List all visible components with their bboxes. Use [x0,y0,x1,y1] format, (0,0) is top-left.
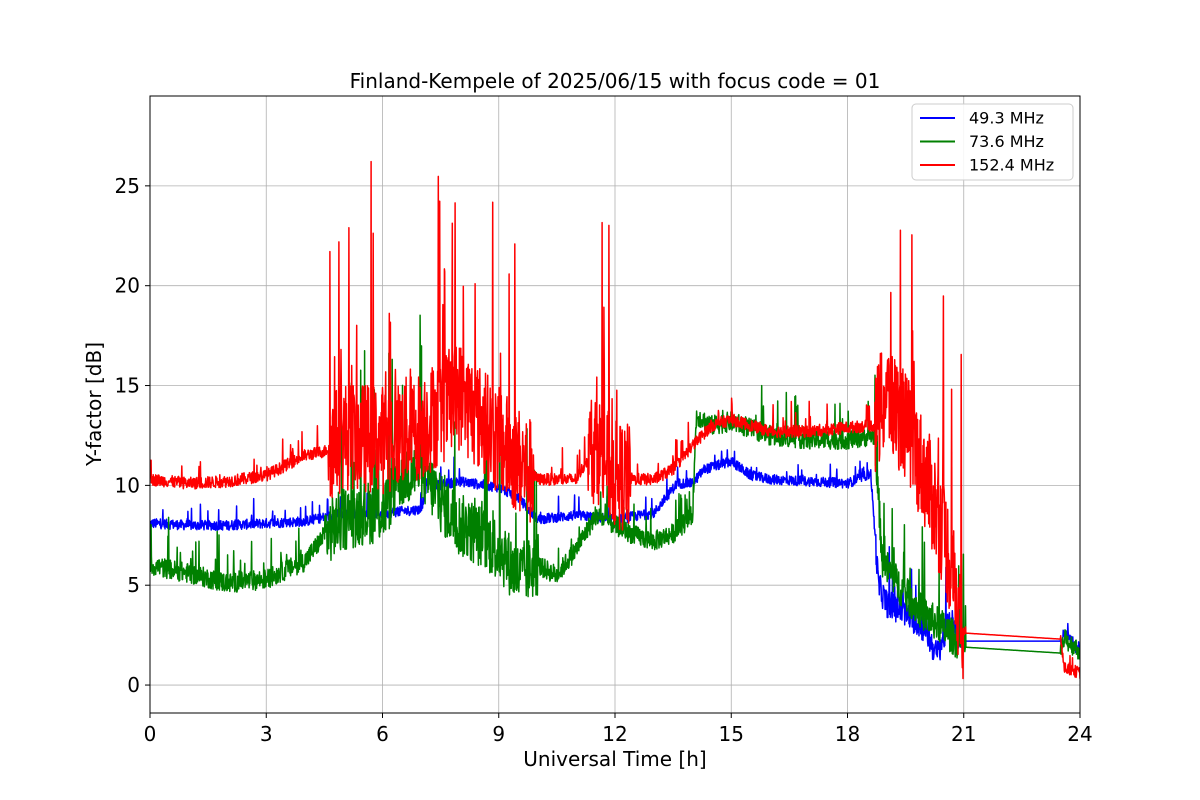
x-tick-label: 18 [835,722,860,746]
legend-entry-0: 49.3 MHz [969,109,1044,128]
legend-entry-1: 73.6 MHz [969,132,1044,151]
x-tick-label: 12 [602,722,627,746]
y-axis-label: Y-factor [dB] [82,342,106,467]
x-tick-label: 9 [492,722,505,746]
y-tick-label: 15 [115,374,140,398]
y-tick-label: 20 [115,274,140,298]
x-tick-label: 6 [376,722,389,746]
legend-entry-2: 152.4 MHz [969,156,1054,175]
x-tick-label: 3 [260,722,273,746]
legend: 49.3 MHz 73.6 MHz 152.4 MHz [911,103,1074,181]
x-tick-label: 15 [719,722,744,746]
series-layer [150,160,1080,680]
y-tick-label: 5 [127,573,140,597]
y-tick-label: 0 [127,673,140,697]
ticks: 0 3 6 9 12 15 18 21 24 0 5 10 15 20 25 [115,174,1093,746]
x-axis-label: Universal Time [h] [523,747,706,771]
x-tick-label: 0 [144,722,157,746]
y-tick-label: 25 [115,174,140,198]
chart-title: Finland-Kempele of 2025/06/15 with focus… [350,69,881,93]
x-tick-label: 24 [1067,722,1092,746]
x-tick-label: 21 [951,722,976,746]
legend-box [911,103,1074,181]
series-line-2 [150,160,1080,680]
y-tick-label: 10 [115,473,140,497]
